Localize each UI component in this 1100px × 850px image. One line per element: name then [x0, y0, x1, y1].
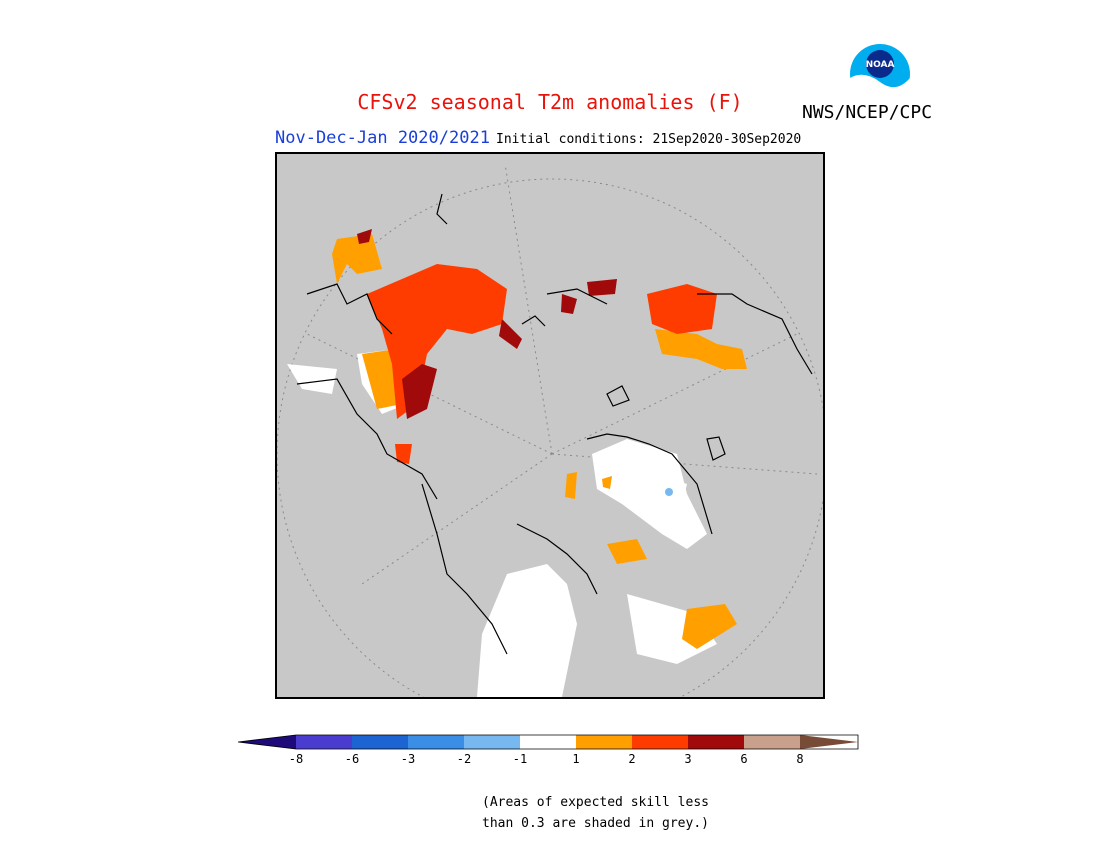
initial-conditions-label: Initial conditions: 21Sep2020-30Sep2020: [496, 132, 802, 147]
legend-bin: [296, 735, 352, 749]
legend-tick-label: 8: [796, 752, 804, 766]
polar-map: [275, 152, 825, 699]
legend-tick-label: -6: [344, 752, 360, 766]
legend-bin: [464, 735, 520, 749]
eurasia-anomaly-3-6: [357, 229, 617, 419]
legend-tick-label: 6: [740, 752, 748, 766]
legend-bin: [688, 735, 744, 749]
meridian-lines: [306, 163, 818, 585]
legend-tick-label: -1: [512, 752, 528, 766]
coastlines: [296, 193, 813, 655]
season-label: Nov-Dec-Jan 2020/2021: [275, 128, 490, 148]
greenland-neutral: [477, 439, 717, 697]
skill-footnote: (Areas of expected skill less than 0.3 a…: [482, 792, 709, 834]
legend-bin: [238, 735, 296, 749]
legend-bin: [800, 735, 858, 749]
footnote-line2: than 0.3 are shaded in grey.): [482, 816, 709, 831]
noaa-logo-text: NOAA: [866, 60, 895, 70]
legend-bin: [632, 735, 688, 749]
legend-tick-label: 3: [684, 752, 692, 766]
legend-tick-label: 2: [628, 752, 636, 766]
legend-tick-label: -3: [400, 752, 416, 766]
legend-tick-label: -2: [456, 752, 472, 766]
legend-bin: [744, 735, 800, 749]
canada-anomaly-1-2: [565, 472, 737, 649]
legend-bin: [408, 735, 464, 749]
map-canvas: [277, 163, 823, 697]
page-title: CFSv2 seasonal T2m anomalies (F): [357, 90, 743, 114]
legend-bin: [520, 735, 576, 749]
organization-label: NWS/NCEP/CPC: [802, 102, 933, 123]
legend-bin: [352, 735, 408, 749]
noaa-logo: NOAA: [850, 44, 910, 106]
legend-tick-label: -8: [288, 752, 304, 766]
eurasia-anomaly-2-3: [367, 264, 717, 464]
greenland-cool-spot: [665, 488, 673, 496]
footnote-line1: (Areas of expected skill less: [482, 795, 709, 810]
legend-bin: [576, 735, 632, 749]
color-legend: [238, 734, 859, 750]
legend-tick-label: 1: [572, 752, 580, 766]
